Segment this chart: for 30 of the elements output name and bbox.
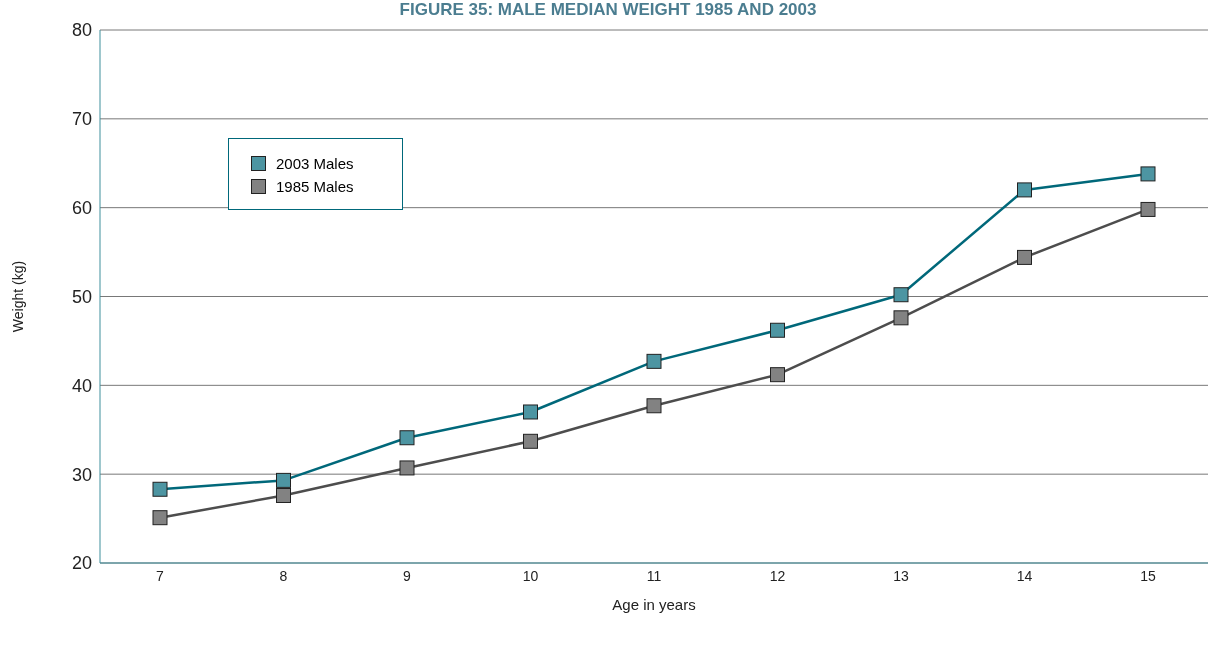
chart-title: FIGURE 35: MALE MEDIAN WEIGHT 1985 AND 2003 xyxy=(398,0,818,20)
y-tick-label: 30 xyxy=(71,464,92,485)
y-tick-label: 60 xyxy=(71,198,92,219)
y-axis-title: Weight (kg) xyxy=(9,260,26,333)
point xyxy=(523,433,538,449)
x-tick-label: 13 xyxy=(893,567,909,584)
x-tick-label: 9 xyxy=(403,567,412,584)
point xyxy=(399,460,415,476)
y-tick-label: 40 xyxy=(71,375,92,396)
x-tick-label: 12 xyxy=(769,567,786,584)
point xyxy=(1017,249,1032,265)
x-tick-label: 8 xyxy=(279,567,288,584)
y-tick-label: 50 xyxy=(71,286,92,307)
point xyxy=(276,487,291,503)
legend-label: 1985 Males xyxy=(276,178,354,195)
point xyxy=(1140,201,1156,217)
point xyxy=(646,398,662,414)
x-tick-label: 14 xyxy=(1016,567,1033,584)
point xyxy=(770,367,785,383)
x-tick-label: 11 xyxy=(646,567,662,584)
x-tick-label: 10 xyxy=(522,567,539,584)
point xyxy=(893,310,909,326)
x-tick-label: 15 xyxy=(1140,567,1156,584)
point xyxy=(152,510,168,526)
legend-label: 2003 Males xyxy=(276,155,354,172)
y-tick-label: 80 xyxy=(71,20,92,41)
y-tick-label: 20 xyxy=(71,553,92,574)
x-tick-label: 7 xyxy=(156,567,165,584)
y-tick-label: 70 xyxy=(71,109,92,130)
x-axis-title: Age in years xyxy=(612,596,696,613)
